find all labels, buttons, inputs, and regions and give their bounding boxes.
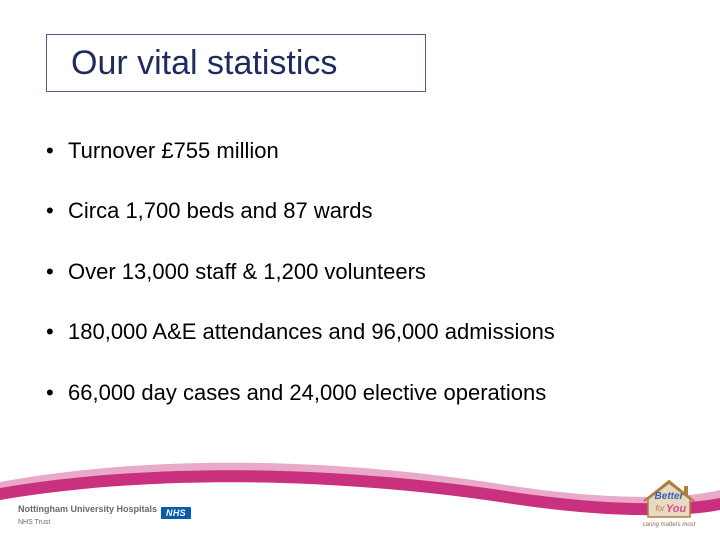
bullet-dot: • bbox=[46, 380, 68, 406]
hospital-name: Nottingham University Hospitals bbox=[18, 504, 157, 514]
list-item: • Turnover £755 million bbox=[46, 138, 674, 164]
bullet-text: Turnover £755 million bbox=[68, 138, 279, 164]
title-box: Our vital statistics bbox=[46, 34, 426, 92]
you-text: You bbox=[666, 503, 687, 515]
bullet-dot: • bbox=[46, 259, 68, 285]
hospital-name-block: Nottingham University Hospitals NHS Trus… bbox=[18, 499, 157, 526]
bullet-text: 66,000 day cases and 24,000 elective ope… bbox=[68, 380, 546, 406]
slide-title: Our vital statistics bbox=[71, 44, 337, 83]
list-item: • Circa 1,700 beds and 87 wards bbox=[46, 198, 674, 224]
list-item: • 66,000 day cases and 24,000 elective o… bbox=[46, 380, 674, 406]
bullet-text: 180,000 A&E attendances and 96,000 admis… bbox=[68, 319, 555, 345]
for-text: for bbox=[655, 504, 665, 513]
footer-logo-right: Better for You caring matters most bbox=[640, 479, 698, 528]
bullet-dot: • bbox=[46, 198, 68, 224]
bullet-text: Over 13,000 staff & 1,200 volunteers bbox=[68, 259, 426, 285]
bullet-list: • Turnover £755 million • Circa 1,700 be… bbox=[46, 138, 674, 440]
footer-swoosh bbox=[0, 450, 720, 540]
footer-logo-left: Nottingham University Hospitals NHS Trus… bbox=[18, 499, 191, 526]
tagline: caring matters most bbox=[640, 522, 698, 528]
bullet-dot: • bbox=[46, 319, 68, 345]
better-text: Better bbox=[655, 491, 685, 502]
house-icon: Better for You bbox=[640, 479, 698, 521]
nhs-logo: NHS bbox=[161, 507, 191, 519]
bullet-text: Circa 1,700 beds and 87 wards bbox=[68, 198, 373, 224]
bullet-dot: • bbox=[46, 138, 68, 164]
list-item: • 180,000 A&E attendances and 96,000 adm… bbox=[46, 319, 674, 345]
list-item: • Over 13,000 staff & 1,200 volunteers bbox=[46, 259, 674, 285]
nhs-trust-label: NHS Trust bbox=[18, 519, 157, 526]
